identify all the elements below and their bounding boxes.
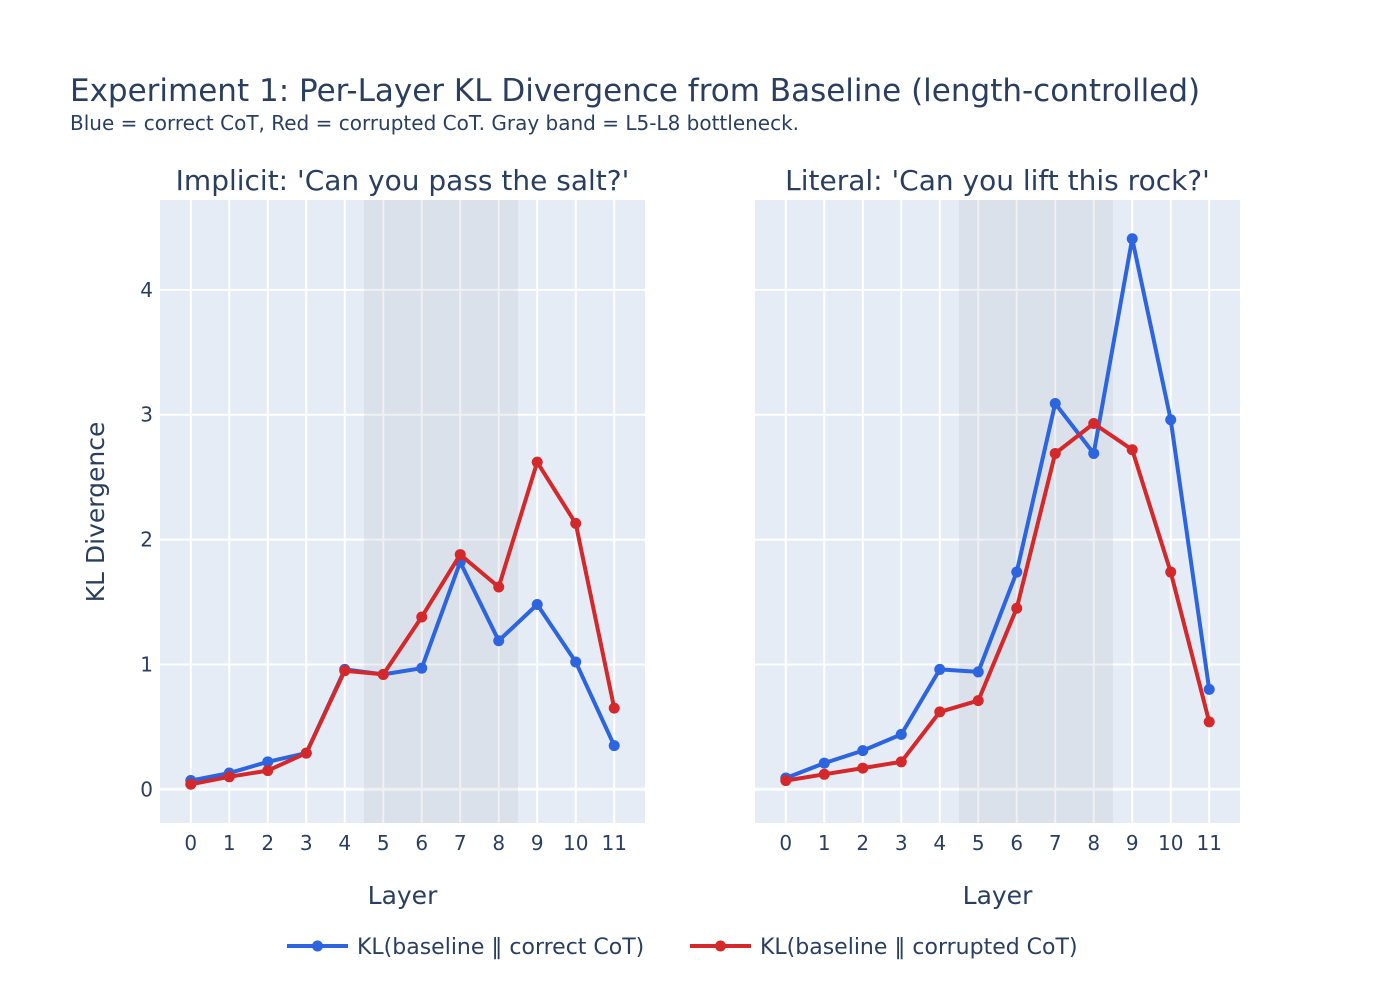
- series-line-corrupted: [190, 460, 617, 787]
- point-correct: [1049, 398, 1061, 410]
- bottleneck-band: [364, 200, 518, 823]
- legend: KL(baseline ‖ correct CoT) KL(baseline ‖ …: [287, 935, 1078, 960]
- plot-background: [160, 200, 645, 823]
- point-corrupted: [454, 549, 466, 561]
- point-corrupted: [1126, 444, 1138, 456]
- x-tick-label: 11: [1196, 831, 1221, 855]
- point-corrupted: [857, 762, 869, 774]
- x-tick-label: 4: [933, 831, 946, 855]
- x-tick-label: 1: [818, 831, 831, 855]
- point-correct: [818, 757, 830, 769]
- point-corrupted: [1088, 417, 1100, 429]
- legend-item-correct[interactable]: KL(baseline ‖ correct CoT): [287, 935, 644, 960]
- point-corrupted: [570, 517, 582, 529]
- point-corrupted: [300, 747, 312, 759]
- point-corrupted: [185, 778, 197, 790]
- point-correct: [262, 756, 274, 768]
- series-line-corrupted: [785, 421, 1212, 783]
- point-correct: [1088, 447, 1100, 459]
- x-tick-label: 9: [1126, 831, 1139, 855]
- point-correct: [1011, 566, 1023, 578]
- x-tick-label: 9: [531, 831, 544, 855]
- point-corrupted: [531, 456, 543, 468]
- legend-swatch-marker: [715, 940, 726, 952]
- x-tick-label: 5: [972, 831, 985, 855]
- point-corrupted: [608, 702, 620, 714]
- x-tick-label: 10: [563, 831, 588, 855]
- chart-subtitle: Blue = correct CoT, Red = corrupted CoT.…: [70, 111, 799, 135]
- x-tick-label: 2: [261, 831, 274, 855]
- y-tick-label: 4: [140, 278, 153, 302]
- x-axis-label: Layer: [963, 881, 1033, 910]
- y-tick-label: 1: [140, 652, 153, 676]
- panel-2: 0 1 2 3 4 5 6 7 8 9 10 11 Literal: 'Can you lift thi…: [755, 164, 1240, 910]
- x-tick-label: 2: [856, 831, 869, 855]
- y-tick-label: 2: [140, 528, 153, 552]
- point-corrupted: [895, 756, 907, 768]
- series-line-correct: [785, 236, 1212, 780]
- point-correct: [857, 745, 869, 757]
- point-corrupted: [262, 765, 274, 777]
- x-tick-label: 11: [601, 831, 626, 855]
- point-corrupted: [1049, 447, 1061, 459]
- x-tick-label: 0: [779, 831, 792, 855]
- point-corrupted: [339, 665, 351, 677]
- point-corrupted: [416, 611, 428, 623]
- point-correct: [1165, 414, 1177, 426]
- point-corrupted: [1203, 716, 1215, 728]
- point-corrupted: [223, 771, 235, 783]
- x-tick-label: 3: [300, 831, 313, 855]
- x-tick-label: 6: [415, 831, 428, 855]
- legend-label: KL(baseline ‖ correct CoT): [357, 935, 644, 960]
- point-correct: [608, 740, 620, 752]
- point-corrupted: [780, 775, 792, 787]
- x-tick-label: 4: [338, 831, 351, 855]
- legend-item-corrupted[interactable]: KL(baseline ‖ corrupted CoT): [690, 935, 1078, 960]
- legend-label: KL(baseline ‖ corrupted CoT): [760, 935, 1078, 960]
- point-corrupted: [972, 695, 984, 707]
- point-corrupted: [1165, 566, 1177, 578]
- point-correct: [1203, 683, 1215, 695]
- y-axis-label: KL Divergence: [81, 422, 110, 603]
- x-tick-label: 10: [1158, 831, 1183, 855]
- x-tick-label: 6: [1010, 831, 1023, 855]
- y-tick-label: 0: [140, 777, 153, 801]
- x-tick-label: 7: [1049, 831, 1062, 855]
- point-correct: [493, 635, 505, 647]
- panel-1: 0 1 2 3 4 5 6 7 8 9 10 11 0 1 2 3 4 Implicit: 'Can you pa…: [140, 164, 645, 910]
- x-tick-label: 8: [1087, 831, 1100, 855]
- bottleneck-band: [959, 200, 1113, 823]
- point-correct: [570, 656, 582, 668]
- y-tick-label: 3: [140, 403, 153, 427]
- series-line-correct: [190, 560, 617, 783]
- x-tick-label: 7: [454, 831, 467, 855]
- point-correct: [934, 663, 946, 675]
- plot-background: [755, 200, 1240, 823]
- point-correct: [416, 662, 428, 674]
- x-axis-label: Layer: [368, 881, 438, 910]
- point-corrupted: [493, 581, 505, 593]
- point-correct: [895, 728, 907, 740]
- point-corrupted: [1011, 602, 1023, 614]
- x-tick-label: 8: [492, 831, 505, 855]
- chart-title: Experiment 1: Per-Layer KL Divergence fr…: [70, 73, 1200, 109]
- x-tick-label: 0: [184, 831, 197, 855]
- point-correct: [1126, 233, 1138, 245]
- point-corrupted: [818, 768, 830, 780]
- x-tick-label: 3: [895, 831, 908, 855]
- x-tick-label: 5: [377, 831, 390, 855]
- point-correct: [531, 599, 543, 611]
- point-correct: [972, 666, 984, 678]
- point-corrupted: [377, 668, 389, 680]
- x-tick-label: 1: [223, 831, 236, 855]
- point-corrupted: [934, 706, 946, 718]
- legend-swatch-marker: [312, 940, 323, 952]
- panel-title: Implicit: 'Can you pass the salt?': [176, 164, 630, 197]
- panel-title: Literal: 'Can you lift this rock?': [785, 164, 1210, 197]
